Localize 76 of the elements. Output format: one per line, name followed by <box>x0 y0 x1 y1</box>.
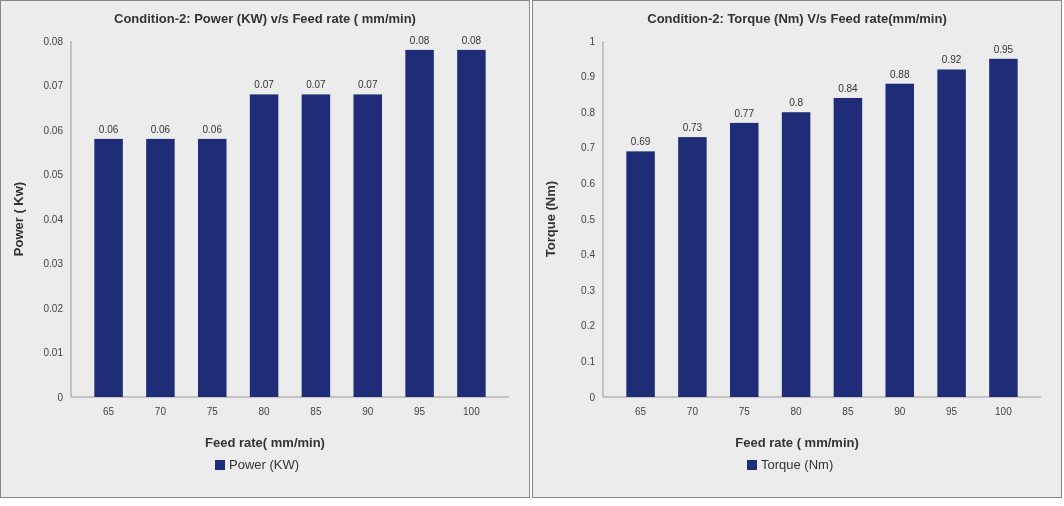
data-label: 0.95 <box>993 43 1014 55</box>
y-tick-label: 0.9 <box>581 71 596 83</box>
bar <box>405 49 434 397</box>
bar <box>833 97 863 397</box>
x-tick-label: 65 <box>635 406 647 417</box>
data-label: 0.8 <box>789 97 804 109</box>
bar <box>885 83 915 397</box>
data-label: 0.92 <box>941 54 962 66</box>
data-label: 0.07 <box>358 79 378 91</box>
data-label: 0.06 <box>150 123 171 135</box>
data-label: 0.07 <box>306 79 327 91</box>
data-label: 0.73 <box>682 122 703 134</box>
y-tick-label: 0.4 <box>581 249 596 261</box>
bar <box>249 94 279 397</box>
x-tick-label: 100 <box>995 406 1013 417</box>
y-tick-label: 0.08 <box>43 35 64 47</box>
y-axis-title: Power ( Kw) <box>11 181 26 257</box>
y-tick-label: 0.02 <box>43 302 64 314</box>
y-axis-title: Torque (Nm) <box>543 180 558 258</box>
data-label: 0.84 <box>838 82 859 94</box>
x-tick-label: 80 <box>258 406 271 417</box>
data-label: 0.08 <box>409 34 430 46</box>
y-tick-label: 0.3 <box>581 284 596 296</box>
x-tick-label: 100 <box>463 406 481 417</box>
x-tick-label: 70 <box>686 406 699 417</box>
bar <box>353 94 383 397</box>
legend-label: Power (KW) <box>229 457 300 472</box>
y-tick-label: 0.06 <box>43 124 64 136</box>
bar <box>989 58 1018 397</box>
x-tick-label: 85 <box>310 406 322 417</box>
x-axis-title: Feed rate( mm/min) <box>205 435 325 450</box>
legend-label: Torque (Nm) <box>761 457 834 472</box>
data-label: 0.06 <box>202 123 223 135</box>
bar <box>781 112 811 397</box>
x-tick-label: 95 <box>414 406 426 417</box>
x-tick-label: 80 <box>790 406 803 417</box>
bar <box>301 94 331 397</box>
bar <box>94 138 123 397</box>
bar <box>678 137 707 397</box>
y-tick-label: 0.05 <box>43 169 64 180</box>
data-label: 0.06 <box>98 123 119 135</box>
y-tick-label: 0.03 <box>43 258 64 269</box>
y-tick-label: 0.01 <box>43 347 64 358</box>
bar <box>937 69 966 397</box>
x-tick-label: 75 <box>206 406 219 417</box>
data-label: 0.88 <box>890 68 910 80</box>
y-tick-label: 1 <box>589 35 596 47</box>
bar <box>729 122 759 397</box>
data-label: 0.07 <box>254 79 275 91</box>
y-tick-label: 0.04 <box>43 213 64 225</box>
y-tick-label: 0.5 <box>581 213 596 225</box>
x-tick-label: 90 <box>894 406 906 417</box>
x-tick-label: 95 <box>946 406 958 417</box>
bar <box>626 151 655 397</box>
chart-title: Condition-2: Power (KW) v/s Feed rate ( mm/min) <box>114 11 416 26</box>
data-label: 0.08 <box>461 34 482 46</box>
y-tick-label: 0 <box>57 391 64 403</box>
x-tick-label: 75 <box>738 406 751 417</box>
x-tick-label: 70 <box>154 406 167 417</box>
bar <box>457 49 486 397</box>
bar <box>146 138 175 397</box>
x-tick-label: 65 <box>103 406 115 417</box>
bar <box>197 138 227 397</box>
data-label: 0.77 <box>734 107 755 119</box>
y-tick-label: 0.8 <box>581 106 596 118</box>
data-label: 0.69 <box>630 136 651 148</box>
x-axis-title: Feed rate ( mm/min) <box>735 435 859 450</box>
y-tick-label: 0.07 <box>43 80 64 91</box>
y-tick-label: 0 <box>589 391 596 403</box>
y-tick-label: 0.6 <box>581 177 596 189</box>
chart-title: Condition-2: Torque (Nm) V/s Feed rate(mm/min) <box>647 11 947 26</box>
y-tick-label: 0.2 <box>581 320 596 332</box>
y-tick-label: 0.1 <box>581 355 596 367</box>
x-tick-label: 90 <box>362 406 374 417</box>
y-tick-label: 0.7 <box>581 142 596 154</box>
x-tick-label: 85 <box>842 406 854 417</box>
